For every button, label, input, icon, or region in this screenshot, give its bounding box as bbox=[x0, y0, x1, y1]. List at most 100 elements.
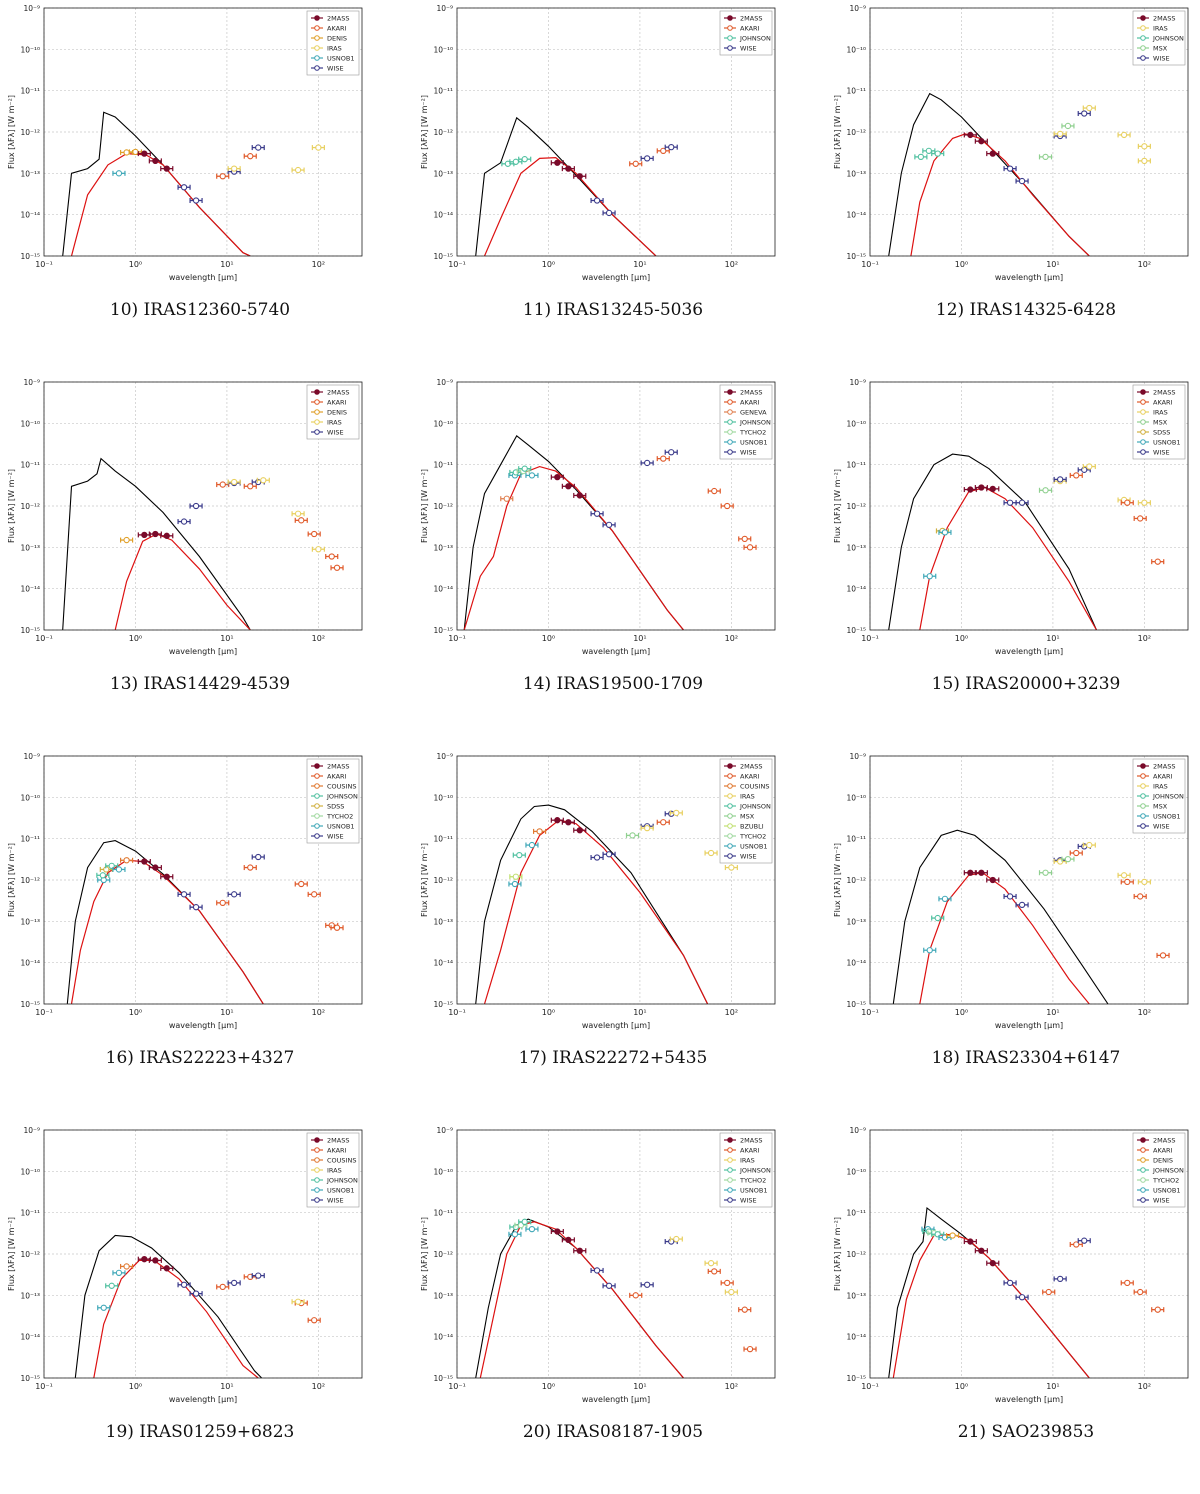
x-tick-label: 10⁻¹ bbox=[861, 260, 879, 269]
legend-swatch-marker bbox=[1140, 439, 1146, 445]
point-marker bbox=[521, 156, 528, 163]
y-tick-label: 10⁻¹³ bbox=[20, 169, 40, 178]
point-marker bbox=[1081, 1237, 1088, 1244]
point-marker bbox=[294, 166, 302, 174]
model-black-line bbox=[888, 453, 1098, 630]
point-marker bbox=[100, 1304, 107, 1311]
legend-entry: JOHNSON bbox=[724, 35, 771, 43]
legend-label: AKARI bbox=[327, 773, 347, 781]
legend-swatch-marker bbox=[314, 833, 320, 839]
y-tick-label: 10⁻⁹ bbox=[849, 4, 866, 13]
y-tick-label: 10⁻¹⁴ bbox=[433, 585, 453, 594]
data-point bbox=[508, 1231, 522, 1238]
legend-entry: IRAS bbox=[311, 419, 342, 427]
point-marker bbox=[978, 1247, 985, 1254]
legend-swatch-marker bbox=[1140, 409, 1146, 415]
point-marker bbox=[941, 529, 949, 536]
point-marker bbox=[528, 472, 536, 479]
x-tick-label: 10⁻¹ bbox=[861, 1382, 879, 1391]
legend-swatch-marker bbox=[1140, 773, 1146, 779]
data-point bbox=[1117, 131, 1131, 139]
legend-label: 2MASS bbox=[1153, 763, 1175, 771]
point-marker bbox=[1154, 558, 1161, 565]
point-marker bbox=[512, 873, 519, 880]
y-tick-label: 10⁻¹⁴ bbox=[846, 1333, 866, 1342]
point-marker bbox=[711, 487, 718, 495]
y-tick-label: 10⁻¹⁵ bbox=[20, 1000, 40, 1009]
legend-entry: MSX bbox=[1137, 419, 1168, 427]
point-marker bbox=[989, 150, 996, 157]
legend-label: 2MASS bbox=[740, 763, 762, 771]
plot-frame bbox=[456, 1129, 776, 1379]
point-marker bbox=[247, 1273, 254, 1281]
point-marker bbox=[554, 1228, 561, 1235]
data-point bbox=[508, 880, 522, 888]
y-tick-label: 10⁻¹² bbox=[433, 128, 453, 137]
data-point bbox=[96, 872, 110, 879]
point-marker bbox=[967, 1238, 974, 1245]
legend-swatch-marker bbox=[1140, 763, 1146, 769]
point-marker bbox=[978, 138, 985, 145]
data-point bbox=[97, 876, 111, 884]
x-tick-label: 10⁻¹ bbox=[861, 1008, 879, 1017]
point-marker bbox=[528, 1225, 536, 1233]
point-marker bbox=[1057, 1275, 1064, 1283]
point-marker bbox=[298, 880, 305, 888]
legend-label: 2MASS bbox=[1153, 15, 1175, 23]
legend-label: AKARI bbox=[1153, 773, 1173, 781]
legend-swatch-marker bbox=[314, 45, 320, 51]
legend-label: TYCHO2 bbox=[326, 813, 353, 821]
legend-entry: AKARI bbox=[724, 773, 760, 781]
y-tick-label: 10⁻¹³ bbox=[20, 543, 40, 552]
legend-label: JOHNSON bbox=[739, 35, 771, 43]
y-tick-label: 10⁻¹⁰ bbox=[433, 45, 453, 54]
legend-swatch-marker bbox=[314, 1177, 320, 1183]
y-tick-label: 10⁻⁹ bbox=[23, 752, 40, 761]
legend-swatch-marker bbox=[314, 813, 320, 819]
legend-label: GENEVA bbox=[740, 409, 767, 417]
data-point bbox=[1082, 463, 1096, 470]
point-marker bbox=[1042, 869, 1049, 876]
x-tick-label: 10¹ bbox=[1046, 260, 1059, 269]
legend-entry: WISE bbox=[724, 853, 757, 861]
x-tick-label: 10⁻¹ bbox=[35, 260, 53, 269]
legend-entry: 2MASS bbox=[724, 15, 762, 23]
plot-frame bbox=[869, 381, 1189, 631]
point-marker bbox=[192, 197, 200, 204]
data-point bbox=[923, 573, 937, 580]
data-point bbox=[1133, 1288, 1147, 1296]
y-tick-label: 10⁻⁹ bbox=[436, 752, 453, 761]
x-tick-label: 10⁰ bbox=[955, 634, 968, 643]
data-point bbox=[500, 495, 514, 502]
data-point bbox=[629, 160, 643, 167]
legend-entry: JOHNSON bbox=[1137, 793, 1184, 801]
legend-label: JOHNSON bbox=[326, 793, 358, 801]
legend-swatch-marker bbox=[727, 1177, 733, 1183]
point-marker bbox=[576, 1247, 583, 1254]
point-marker bbox=[707, 1260, 715, 1267]
sed-panel: 10⁻¹ 10⁰ 10¹ 10² 10⁻¹⁵ 10⁻¹⁴ 10⁻¹³ 10⁻¹² 10⁻¹¹ 10… bbox=[413, 748, 813, 1120]
legend-label: IRAS bbox=[740, 1157, 755, 1165]
point-marker bbox=[115, 866, 123, 873]
data-point bbox=[189, 197, 203, 204]
y-axis-label: Flux [λFλ] [W m⁻²] bbox=[833, 1217, 842, 1291]
data-point bbox=[160, 873, 174, 880]
data-point bbox=[137, 858, 151, 865]
data-point bbox=[1069, 472, 1083, 479]
panel-caption: 20) IRAS08187-1905 bbox=[522, 1422, 704, 1442]
data-point bbox=[738, 535, 752, 543]
point-marker bbox=[231, 478, 238, 486]
legend-entry: AKARI bbox=[1137, 773, 1173, 781]
data-point bbox=[561, 1236, 575, 1243]
x-tick-label: 10⁰ bbox=[129, 260, 142, 269]
point-marker bbox=[967, 486, 974, 493]
point-marker bbox=[934, 914, 941, 922]
point-marker bbox=[989, 1260, 996, 1267]
point-marker bbox=[605, 209, 613, 217]
data-point bbox=[602, 209, 616, 217]
sed-chart: 10⁻¹ 10⁰ 10¹ 10² 10⁻¹⁵ 10⁻¹⁴ 10⁻¹³ 10⁻¹² 10⁻¹¹ 10… bbox=[7, 1126, 363, 1404]
data-point bbox=[724, 1288, 738, 1296]
data-point bbox=[931, 914, 945, 922]
legend-entry: WISE bbox=[1137, 55, 1170, 63]
point-marker bbox=[152, 157, 159, 165]
